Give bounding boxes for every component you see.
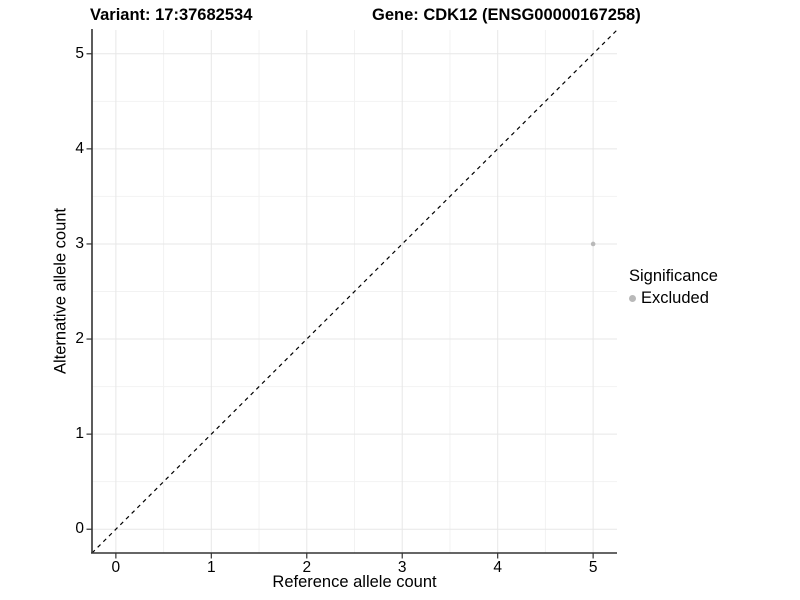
x-tick-label: 4: [493, 559, 502, 576]
legend-title: Significance: [629, 267, 718, 285]
x-axis-title: Reference allele count: [272, 573, 437, 591]
plot-title-gene: Gene: CDK12 (ENSG00000167258): [372, 6, 641, 24]
y-tick-label: 0: [75, 520, 84, 538]
x-tick-label: 2: [302, 559, 312, 576]
x-tick-label: 1: [207, 559, 216, 576]
x-tick-label: 3: [397, 559, 407, 576]
legend-item-label: Excluded: [641, 289, 709, 307]
legend-marker-circle-icon: [629, 295, 636, 302]
y-tick-label: 3: [75, 234, 84, 252]
plot-title-variant: Variant: 17:37682534: [90, 6, 253, 24]
y-tick-label: 1: [75, 425, 84, 443]
y-tick-label: 2: [75, 330, 84, 348]
identity-dashed-line: [91, 29, 618, 554]
y-tick-label: 4: [75, 139, 84, 157]
x-tick-label: 0: [111, 559, 121, 576]
legend-item-excluded: Excluded: [629, 289, 718, 308]
x-tick-label: 5: [588, 559, 598, 576]
legend: Significance Excluded: [629, 267, 718, 308]
y-tick-label: 5: [75, 44, 84, 62]
data-point: [590, 241, 596, 247]
